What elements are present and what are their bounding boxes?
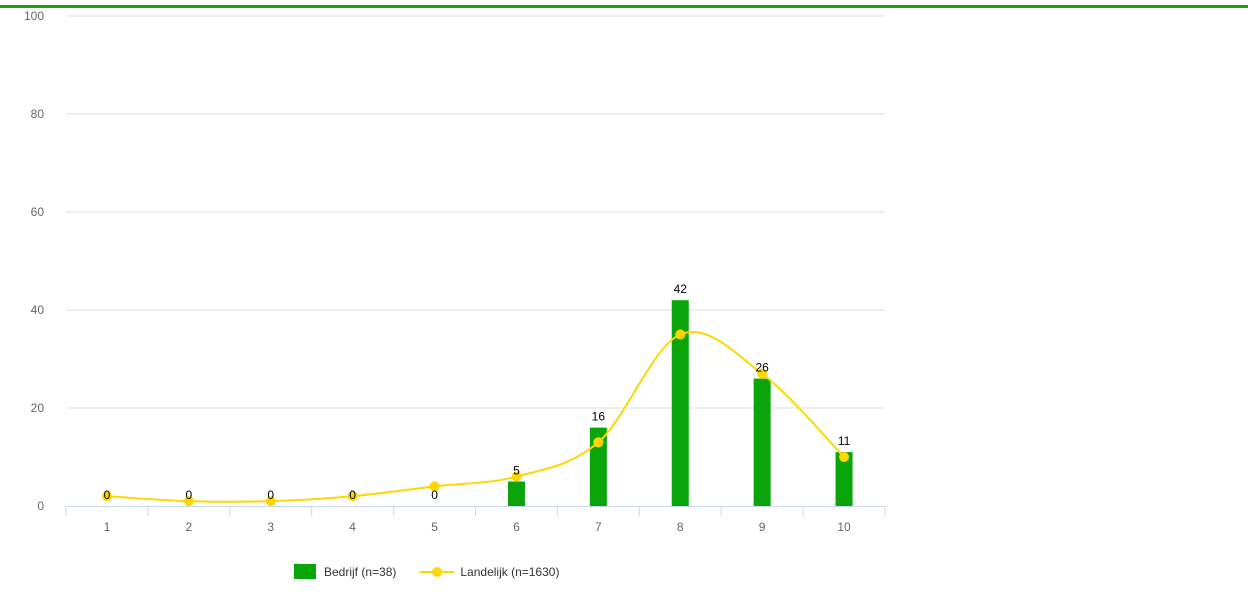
x-tick-label: 9 — [759, 520, 766, 534]
top-accent-rule — [0, 5, 1248, 8]
bar-data-label: 0 — [267, 488, 274, 502]
y-tick-label: 20 — [31, 401, 45, 415]
line-point — [265, 496, 276, 507]
bar-data-label: 26 — [755, 361, 769, 375]
bar — [835, 452, 853, 506]
bar — [589, 427, 607, 506]
y-axis-ticks: 0 20 40 60 80 100 — [24, 9, 44, 513]
x-tick-label: 1 — [104, 520, 111, 534]
legend: Bedrijf (n=38) Landelijk (n=1630) — [294, 564, 583, 579]
legend-line-swatch — [420, 566, 455, 577]
line-point — [101, 491, 112, 502]
x-tick-label: 8 — [677, 520, 684, 534]
bar-data-label: 11 — [838, 434, 851, 448]
y-tick-label: 40 — [31, 303, 45, 317]
bar-data-label: 0 — [349, 488, 356, 502]
bar-series — [507, 300, 853, 506]
x-tick-label: 4 — [349, 520, 356, 534]
legend-label-landelijk: Landelijk (n=1630) — [460, 564, 560, 579]
bar-data-label: 5 — [513, 464, 520, 478]
line-point — [183, 496, 194, 507]
x-tick-label: 2 — [186, 520, 193, 534]
x-tick-label: 7 — [595, 520, 602, 534]
bar — [753, 378, 771, 506]
x-tick-label: 6 — [513, 520, 520, 534]
y-tick-label: 60 — [31, 205, 45, 219]
x-tick-label: 5 — [431, 520, 438, 534]
bar-data-label: 0 — [431, 488, 438, 502]
y-tick-label: 0 — [37, 499, 44, 513]
line-point — [839, 452, 850, 462]
x-tick-label: 10 — [837, 520, 851, 534]
bar — [507, 481, 525, 506]
line-point — [429, 481, 440, 492]
line-series — [101, 329, 850, 507]
legend-label-bedrijf: Bedrijf (n=38) — [324, 564, 397, 579]
legend-item-bedrijf[interactable]: Bedrijf (n=38) — [294, 564, 396, 579]
line-point — [511, 471, 522, 482]
bar-data-label: 0 — [186, 488, 193, 502]
bar-data-label: 16 — [592, 410, 606, 424]
y-tick-label: 100 — [24, 9, 44, 23]
gridlines — [66, 15, 885, 409]
line-point — [675, 329, 686, 340]
line-point — [593, 437, 604, 448]
line-path — [106, 331, 845, 503]
x-axis: 1 2 3 4 5 6 7 8 9 10 — [65, 506, 886, 534]
data-labels: 0 0 0 0 0 5 16 42 26 11 — [104, 282, 851, 502]
y-tick-label: 80 — [31, 107, 45, 121]
line-point — [347, 491, 358, 502]
legend-item-landelijk[interactable]: Landelijk (n=1630) — [420, 565, 559, 579]
x-tick-label: 3 — [267, 520, 274, 534]
bar-data-label: 42 — [674, 282, 688, 296]
bar — [671, 300, 689, 506]
legend-bar-swatch — [294, 564, 316, 579]
bar-data-label: 0 — [104, 488, 111, 502]
line-point — [757, 368, 768, 379]
